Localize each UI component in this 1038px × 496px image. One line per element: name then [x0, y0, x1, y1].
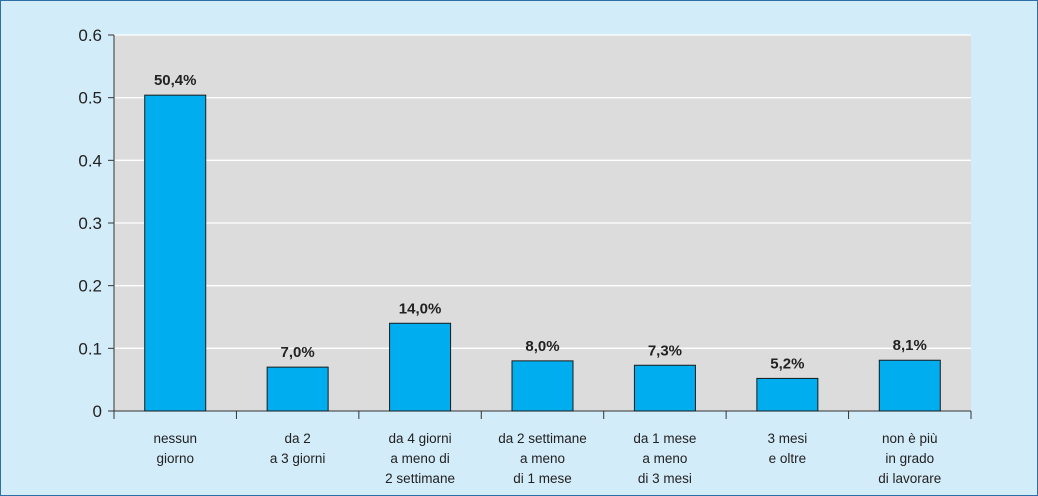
y-tick-label: 0.2: [78, 277, 102, 296]
data-label: 5,2%: [770, 355, 804, 372]
bar: [878, 359, 941, 412]
data-label: 50,4%: [154, 72, 197, 89]
y-tick-label: 0.3: [78, 214, 102, 233]
x-category-label: di lavorare: [878, 471, 941, 486]
x-category-label: giorno: [156, 451, 194, 466]
x-category-label: a meno: [520, 451, 565, 466]
bar: [511, 360, 574, 412]
bar: [633, 364, 696, 412]
y-tick-label: 0.4: [78, 151, 102, 170]
x-category-label: a meno: [642, 451, 687, 466]
x-category-label: e oltre: [769, 451, 807, 466]
x-category-label: a 3 giorni: [270, 451, 326, 466]
x-category-label: di 1 mese: [513, 471, 572, 486]
data-label: 7,3%: [648, 342, 682, 359]
data-label: 8,1%: [893, 337, 927, 354]
x-category-label: da 1 mese: [633, 431, 696, 446]
bar: [144, 94, 207, 412]
y-tick-label: 0: [93, 402, 102, 421]
x-category-label: nessun: [153, 431, 197, 446]
bar: [756, 377, 819, 412]
y-tick-label: 0.5: [78, 89, 102, 108]
x-category-label: non è più: [882, 431, 938, 446]
x-category-label: da 2: [285, 431, 311, 446]
data-label: 7,0%: [281, 344, 315, 361]
x-category-label: da 4 giorni: [389, 431, 452, 446]
y-tick-label: 0.6: [78, 26, 102, 45]
x-category-label: in grado: [885, 451, 934, 466]
data-label: 14,0%: [399, 300, 442, 317]
y-tick-label: 0.1: [78, 339, 102, 358]
bar: [389, 322, 452, 412]
x-category-label: di 3 mesi: [638, 471, 692, 486]
x-category-label: a meno di: [390, 451, 449, 466]
x-category-label: da 2 settimane: [498, 431, 587, 446]
x-category-label: 3 mesi: [767, 431, 807, 446]
x-category-label: 2 settimane: [385, 471, 455, 486]
bar: [266, 366, 329, 412]
data-label: 8,0%: [525, 338, 559, 355]
